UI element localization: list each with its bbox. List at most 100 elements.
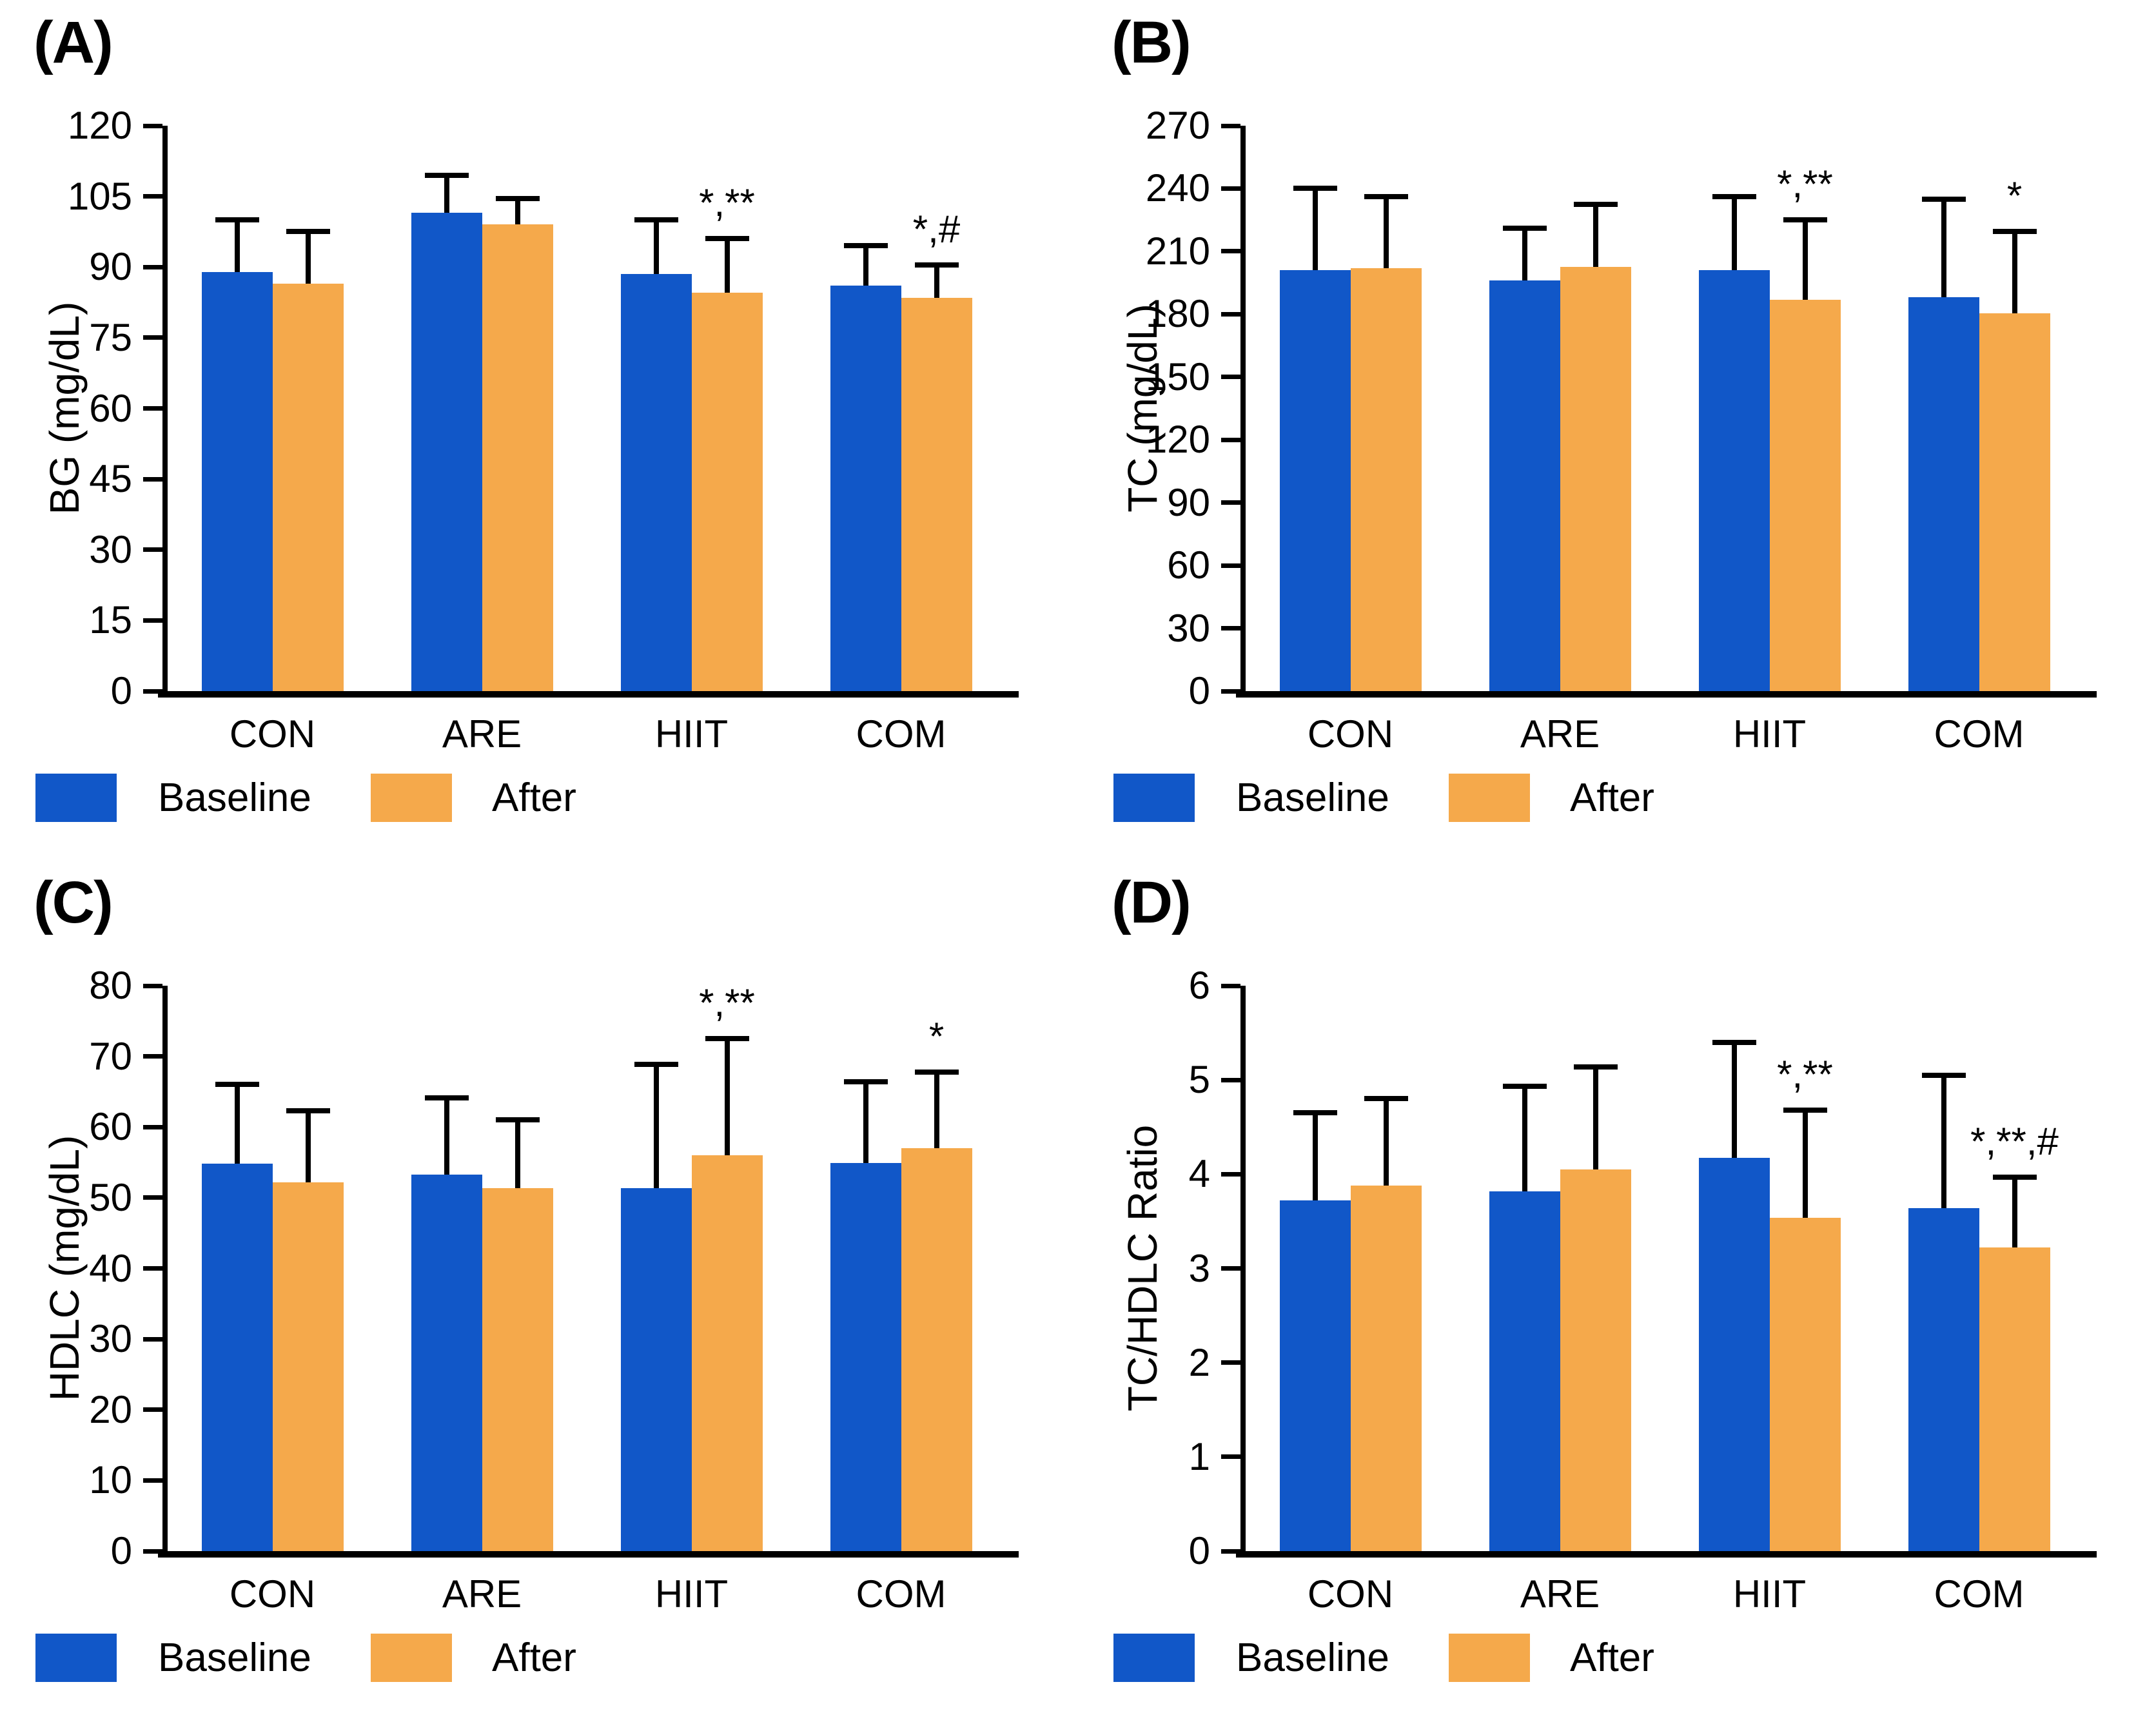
bar-baseline	[1698, 1158, 1770, 1551]
x-category-label: COM	[856, 712, 946, 756]
legend-label-baseline: Baseline	[1236, 1636, 1389, 1680]
y-tick-label: 30	[1167, 606, 1210, 650]
y-tick	[1221, 437, 1240, 442]
bar-baseline	[411, 213, 482, 691]
y-tick	[143, 983, 162, 988]
bar-after	[1350, 268, 1422, 691]
y-tick	[1221, 1454, 1240, 1460]
error-bar-cap	[1783, 217, 1827, 223]
bar-baseline	[830, 286, 901, 691]
x-category-label: COM	[1934, 1572, 2024, 1616]
legend-label-after: After	[1570, 776, 1654, 820]
panel-label: (A)	[34, 10, 113, 75]
error-bar-cap	[914, 262, 959, 268]
legend-label-baseline: Baseline	[158, 1636, 311, 1680]
legend-label-baseline: Baseline	[1236, 776, 1389, 820]
error-bar-cap	[1573, 1064, 1618, 1070]
error-bar-cap	[215, 1082, 259, 1088]
error-bar-line	[1522, 1086, 1527, 1191]
y-tick	[143, 1549, 162, 1554]
error-bar-line	[863, 246, 868, 286]
legend-label-after: After	[1570, 1636, 1654, 1680]
bar-baseline	[201, 271, 273, 691]
significance-annotation: *,#	[912, 207, 961, 251]
bar-baseline	[1279, 1200, 1351, 1551]
significance-annotation: *	[2006, 174, 2023, 218]
significance-annotation: *,**	[1777, 1052, 1833, 1096]
error-bar-line	[653, 1064, 659, 1188]
y-tick	[143, 1124, 162, 1129]
x-category-label: CON	[1307, 1572, 1394, 1616]
y-tick-label: 15	[89, 598, 132, 642]
y-tick-label: 70	[89, 1034, 132, 1078]
y-axis-line	[1240, 986, 1246, 1558]
y-tick-label: 150	[1145, 355, 1210, 398]
y-tick-label: 30	[89, 527, 132, 571]
error-bar-cap	[1992, 229, 2037, 235]
bar-baseline	[620, 274, 692, 691]
y-tick	[143, 264, 162, 269]
error-bar-line	[1312, 1113, 1318, 1201]
y-tick	[143, 1478, 162, 1483]
error-bar-cap	[1502, 226, 1547, 231]
y-tick	[143, 1336, 162, 1342]
bar-after	[272, 1182, 344, 1551]
y-tick	[143, 1407, 162, 1412]
error-bar-line	[2012, 1177, 2017, 1248]
plot-area: 0 1 2 3 4 5 6 CON ARE HIIT COM *,** *,**,#	[1078, 860, 2156, 1720]
error-bar-cap	[1293, 1110, 1337, 1116]
error-bar-cap	[705, 1036, 749, 1042]
error-bar-line	[724, 1039, 730, 1156]
y-tick	[143, 1054, 162, 1059]
error-bar-cap	[286, 229, 330, 235]
x-category-label: HIIT	[1732, 1572, 1807, 1616]
significance-annotation: *,**	[1777, 162, 1833, 206]
error-bar-cap	[1364, 1096, 1408, 1102]
error-bar-line	[863, 1082, 868, 1164]
y-tick	[143, 1195, 162, 1200]
legend-swatch-after	[371, 774, 452, 822]
y-tick-label: 270	[1145, 104, 1210, 147]
error-bar-cap	[215, 217, 259, 223]
error-bar-cap	[424, 1095, 469, 1101]
y-tick-label: 0	[110, 1529, 132, 1572]
error-bar-line	[1592, 1066, 1598, 1170]
bar-after	[1769, 299, 1841, 691]
error-bar-line	[1383, 197, 1389, 268]
y-tick	[143, 618, 162, 623]
error-bar-cap	[1502, 1084, 1547, 1090]
y-tick	[143, 335, 162, 340]
error-bar-cap	[1992, 1174, 2037, 1180]
significance-annotation: *,**	[699, 981, 755, 1025]
y-tick	[143, 547, 162, 552]
error-bar-cap	[424, 172, 469, 178]
error-bar-cap	[286, 1108, 330, 1114]
panel-label: (D)	[1112, 870, 1191, 935]
y-tick	[1221, 123, 1240, 128]
x-category-label: COM	[856, 1572, 946, 1616]
y-tick-label: 60	[89, 386, 132, 430]
y-tick	[143, 1266, 162, 1271]
x-category-label: HIIT	[654, 1572, 729, 1616]
error-bar-line	[724, 239, 730, 293]
legend-swatch-after	[1449, 774, 1530, 822]
legend: Baseline After	[1078, 774, 2156, 825]
bar-baseline	[620, 1187, 692, 1551]
y-tick-label: 240	[1145, 166, 1210, 210]
x-category-label: ARE	[442, 712, 522, 756]
y-tick-label: 4	[1188, 1152, 1210, 1196]
y-tick	[143, 123, 162, 128]
y-tick-label: 20	[89, 1387, 132, 1431]
bar-after	[1979, 1247, 2050, 1551]
error-bar-cap	[843, 243, 888, 249]
legend-swatch-baseline	[35, 1634, 117, 1682]
y-tick-label: 60	[1167, 543, 1210, 587]
y-tick-label: 0	[1188, 1529, 1210, 1572]
panel-D: (D) TC/HDLC Ratio 0 1 2 3 4 5 6 CON ARE HIIT COM *,…	[1078, 860, 2156, 1720]
error-bar-line	[514, 1120, 520, 1188]
x-axis-line	[1236, 1551, 2097, 1558]
error-bar-line	[234, 220, 240, 272]
error-bar-cap	[843, 1079, 888, 1085]
y-tick-label: 6	[1188, 964, 1210, 1007]
